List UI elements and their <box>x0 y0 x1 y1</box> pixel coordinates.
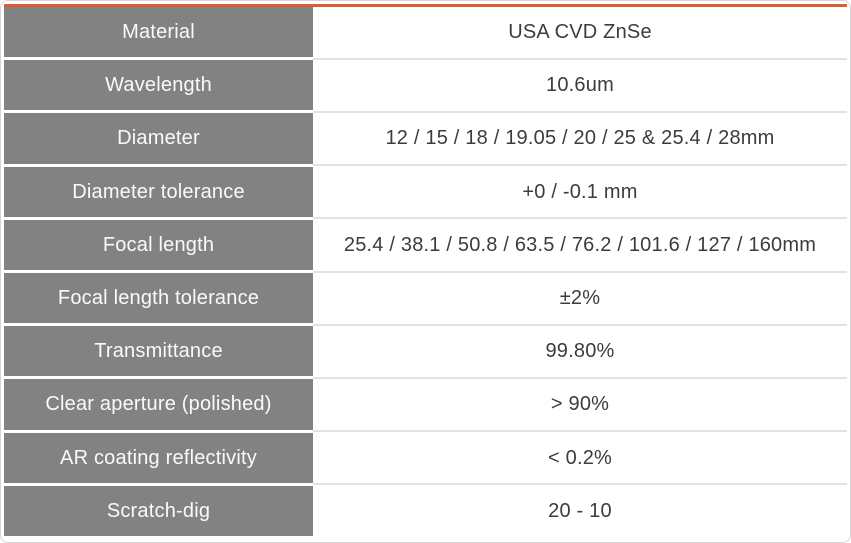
spec-value-wavelength: 10.6um <box>313 57 847 111</box>
spec-label-diameter: Diameter <box>4 113 313 164</box>
spec-label-focal-length-tolerance: Focal length tolerance <box>4 273 313 324</box>
spec-label-clear-aperture: Clear aperture (polished) <box>4 379 313 430</box>
spec-label-transmittance: Transmittance <box>4 326 313 377</box>
spec-value-material: USA CVD ZnSe <box>313 7 847 58</box>
spec-value-transmittance: 99.80% <box>313 323 847 377</box>
spec-value-focal-length: 25.4 / 38.1 / 50.8 / 63.5 / 76.2 / 101.6… <box>313 217 847 270</box>
specification-table: Material USA CVD ZnSe Wavelength 10.6um … <box>4 4 847 536</box>
spec-value-ar-coating-reflectivity: < 0.2% <box>313 430 847 483</box>
spec-label-ar-coating-reflectivity: AR coating reflectivity <box>4 432 313 483</box>
spec-value-diameter-tolerance: +0 / -0.1 mm <box>313 164 847 217</box>
spec-label-wavelength: Wavelength <box>4 60 313 111</box>
spec-label-scratch-dig: Scratch-dig <box>4 485 313 536</box>
spec-value-focal-length-tolerance: ±2% <box>313 270 847 324</box>
spec-value-scratch-dig: 20 - 10 <box>313 483 847 536</box>
spec-label-material: Material <box>4 7 313 58</box>
spec-value-clear-aperture: > 90% <box>313 376 847 430</box>
spec-label-focal-length: Focal length <box>4 219 313 270</box>
spec-value-diameter: 12 / 15 / 18 / 19.05 / 20 / 25 & 25.4 / … <box>313 110 847 164</box>
spec-label-diameter-tolerance: Diameter tolerance <box>4 166 313 217</box>
